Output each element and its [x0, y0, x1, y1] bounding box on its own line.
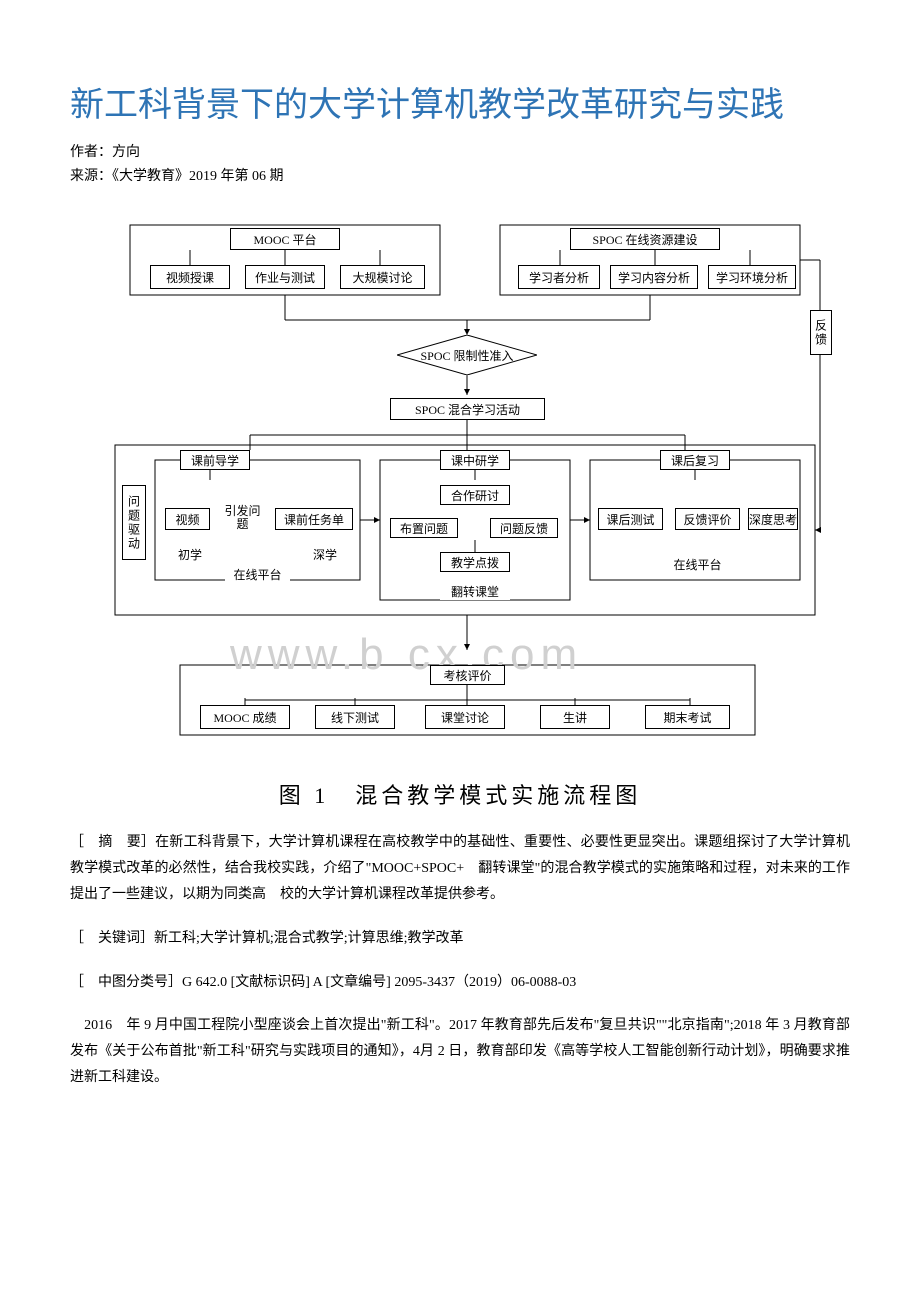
node-teach-hint: 教学点拨	[440, 552, 510, 572]
article-title: 新工科背景下的大学计算机教学改革研究与实践	[70, 80, 850, 131]
node-video: 视频	[165, 508, 210, 530]
node-problem-driven: 问题驱动	[122, 485, 146, 560]
body-paragraph-1: 2016 年 9 月中国工程院小型座谈会上首次提出"新工科"。2017 年教育部…	[70, 1013, 850, 1091]
node-assess: 考核评价	[430, 665, 505, 685]
node-mooc-platform: MOOC 平台	[230, 228, 340, 250]
node-fb-eval: 反馈评价	[675, 508, 740, 530]
node-mooc-score: MOOC 成绩	[200, 705, 290, 729]
abstract: ［ 摘 要］在新工科背景下，大学计算机课程在高校教学中的基础性、重要性、必要性更…	[70, 830, 850, 908]
classification: ［ 中图分类号］G 642.0 [文献标识码] A [文章编号] 2095-34…	[70, 970, 850, 996]
node-spoc-mixed: SPOC 混合学习活动	[390, 398, 545, 420]
spoc-limit-label: SPOC 限制性准入	[420, 347, 513, 364]
node-offline-test: 线下测试	[315, 705, 395, 729]
node-online-plat1: 在线平台	[225, 565, 290, 583]
node-flip: 翻转课堂	[440, 582, 510, 600]
figure-1: MOOC 平台 视频授课 作业与测试 大规模讨论 SPOC 在线资源建设 学习者…	[70, 210, 850, 810]
node-hw-test: 作业与测试	[245, 265, 325, 289]
author-line: 作者：方向	[70, 141, 850, 161]
node-final-exam: 期末考试	[645, 705, 730, 729]
node-q-fb: 问题反馈	[490, 518, 558, 538]
node-pre-class: 课前导学	[180, 450, 250, 470]
flowchart: MOOC 平台 视频授课 作业与测试 大规模讨论 SPOC 在线资源建设 学习者…	[80, 210, 840, 770]
node-video-lecture: 视频授课	[150, 265, 230, 289]
watermark: www.b cx.com	[230, 630, 583, 680]
node-pre-task: 课前任务单	[275, 508, 353, 530]
node-student-talk: 生讲	[540, 705, 610, 729]
node-in-class: 课中研学	[440, 450, 510, 470]
node-deep-think: 深度思考	[748, 508, 798, 530]
node-learner-an: 学习者分析	[518, 265, 600, 289]
node-mass-discuss: 大规模讨论	[340, 265, 425, 289]
figure-caption: 图 1 混合教学模式实施流程图	[70, 778, 850, 810]
node-spoc-build: SPOC 在线资源建设	[570, 228, 720, 250]
node-post-class: 课后复习	[660, 450, 730, 470]
keywords: ［ 关键词］新工科;大学计算机;混合式教学;计算思维;教学改革	[70, 926, 850, 952]
node-feedback: 反馈	[810, 310, 832, 355]
node-class-discuss: 课堂讨论	[425, 705, 505, 729]
node-content-an: 学习内容分析	[610, 265, 698, 289]
node-online-plat2: 在线平台	[665, 555, 730, 573]
node-env-an: 学习环境分析	[708, 265, 796, 289]
node-spoc-limit: SPOC 限制性准入	[397, 335, 537, 375]
node-set-q: 布置问题	[390, 518, 458, 538]
node-early: 初学	[170, 545, 210, 563]
node-guide-q: 引发问题	[220, 500, 265, 536]
node-post-test: 课后测试	[598, 508, 663, 530]
node-coop: 合作研讨	[440, 485, 510, 505]
source-line: 来源：《大学教育》2019 年第 06 期	[70, 165, 850, 185]
node-deep: 深学	[305, 545, 345, 563]
